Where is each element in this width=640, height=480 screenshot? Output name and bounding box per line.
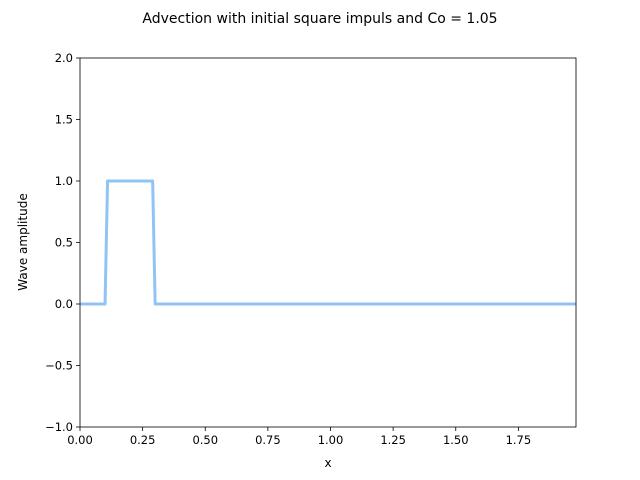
x-tick-label: 0.75: [255, 433, 281, 447]
chart-title: Advection with initial square impuls and…: [142, 11, 497, 27]
x-tick-label: 0.25: [130, 433, 156, 447]
series-line-0: [80, 179, 576, 306]
x-tick-label: 0.00: [67, 433, 93, 447]
y-axis-label: Wave amplitude: [16, 193, 30, 290]
y-tick-label: 1.0: [55, 174, 73, 188]
x-tick-label: 1.00: [318, 433, 344, 447]
y-tick-label: −1.0: [45, 420, 73, 434]
x-axis: 0.00 0.25 0.50 0.75 1.00 1.25 1.50 1.75: [67, 427, 531, 447]
x-tick-label: 1.50: [443, 433, 469, 447]
x-axis-label: x: [324, 456, 331, 470]
x-tick-label: 0.50: [192, 433, 218, 447]
plot-frame: [79, 57, 577, 428]
y-tick-label: 0.0: [55, 297, 73, 311]
y-axis: −1.0 −0.5 0.0 0.5 1.0 1.5 2.0: [45, 51, 80, 434]
x-tick-label: 1.75: [506, 433, 532, 447]
y-tick-label: 0.5: [55, 236, 73, 250]
y-tick-label: −0.5: [45, 359, 73, 373]
y-tick-label: 2.0: [55, 51, 73, 65]
plot-layer: [80, 179, 576, 306]
y-tick-label: 1.5: [55, 113, 73, 127]
x-tick-label: 1.25: [380, 433, 406, 447]
